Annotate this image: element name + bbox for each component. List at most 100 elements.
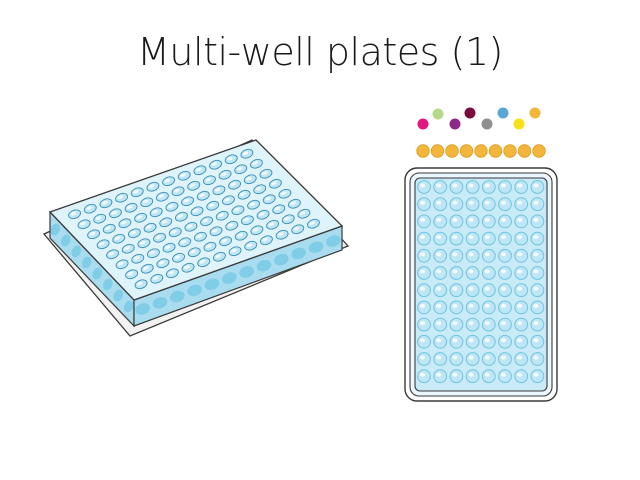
well-highlight [419, 372, 426, 377]
well-highlight [500, 269, 507, 274]
well-highlight [468, 217, 474, 222]
well-highlight [436, 217, 442, 222]
well-highlight [419, 235, 426, 240]
well-highlight [152, 209, 158, 214]
well-highlight [290, 201, 297, 205]
orange-dot [532, 144, 546, 158]
well-highlight [293, 226, 300, 231]
plate-well-area [414, 177, 548, 392]
well-highlight [136, 281, 143, 286]
side-well [50, 223, 61, 236]
well-highlight [117, 261, 124, 266]
well-highlight [419, 252, 426, 257]
side-well [204, 278, 220, 291]
well-highlight [500, 303, 507, 308]
well-highlight [436, 355, 442, 360]
well-highlight [468, 269, 474, 274]
well-highlight [533, 286, 539, 291]
well-highlight [180, 173, 186, 177]
well-highlight [108, 251, 115, 256]
well-highlight [500, 252, 507, 257]
well-highlight [452, 372, 458, 377]
well-highlight [419, 303, 426, 308]
well-highlight [205, 177, 212, 182]
well-highlight [268, 222, 275, 226]
well-highlight [468, 355, 474, 360]
well-highlight [468, 338, 474, 343]
well-highlight [126, 205, 133, 209]
well-highlight [452, 183, 458, 188]
well-highlight [199, 259, 206, 264]
well-highlight [86, 206, 92, 210]
reagent-dot [416, 117, 430, 131]
well-highlight [149, 250, 156, 255]
side-well [239, 266, 254, 278]
well-highlight [190, 249, 196, 254]
well-highlight [155, 235, 162, 239]
well-highlight [101, 200, 108, 205]
well-highlight [284, 216, 290, 221]
well-highlight [145, 225, 152, 229]
well-highlight [192, 208, 199, 213]
plate-side-wells [50, 223, 341, 315]
well-highlight [167, 204, 174, 208]
well-highlight [211, 228, 218, 233]
well-highlight [215, 254, 222, 258]
well-highlight [195, 167, 202, 172]
well-highlight [533, 252, 539, 257]
reagent-dots [416, 106, 542, 131]
well-highlight [468, 183, 474, 188]
well-highlight [218, 213, 224, 217]
well-highlight [533, 217, 539, 222]
orange-dot [459, 144, 474, 158]
well-highlight [183, 198, 190, 203]
well-highlight [436, 286, 442, 291]
well-highlight [517, 217, 523, 222]
well-highlight [533, 200, 539, 205]
well-highlight [468, 235, 474, 240]
well-highlight [436, 235, 442, 240]
side-well [135, 303, 150, 315]
side-well [71, 245, 82, 258]
reagent-dot [512, 117, 526, 131]
well-highlight [133, 256, 140, 260]
well-highlight [436, 183, 442, 188]
well-highlight [130, 230, 137, 235]
well-highlight [258, 212, 265, 216]
orange-dot [430, 144, 445, 158]
well-highlight [227, 156, 233, 161]
well-highlight [533, 269, 539, 274]
well-highlight [517, 321, 523, 326]
well-highlight [500, 183, 507, 188]
side-well [291, 247, 306, 260]
side-well [81, 256, 92, 269]
well-highlight [205, 244, 212, 248]
well-highlight [249, 202, 256, 206]
well-highlight [236, 166, 243, 171]
well-highlight [309, 221, 316, 225]
side-well [326, 235, 341, 247]
side-well [274, 253, 289, 266]
well-highlight [173, 188, 180, 193]
orange-dot [474, 144, 488, 158]
well-highlight [214, 187, 221, 192]
well-highlight [533, 303, 539, 308]
well-highlight [468, 303, 474, 308]
side-well [113, 289, 124, 302]
well-highlight [180, 239, 187, 244]
well-highlight [171, 229, 177, 234]
well-highlight [517, 269, 523, 274]
well-highlight [452, 252, 458, 257]
well-highlight [233, 207, 240, 212]
well-highlight [186, 224, 193, 228]
well-highlight [242, 151, 249, 155]
well-highlight [227, 223, 234, 227]
well-highlight [436, 303, 442, 308]
well-highlight [246, 176, 252, 181]
well-highlight [436, 338, 442, 343]
well-highlight [274, 206, 281, 211]
well-highlight [419, 321, 426, 326]
well-highlight [533, 338, 539, 343]
well-highlight [419, 355, 426, 360]
